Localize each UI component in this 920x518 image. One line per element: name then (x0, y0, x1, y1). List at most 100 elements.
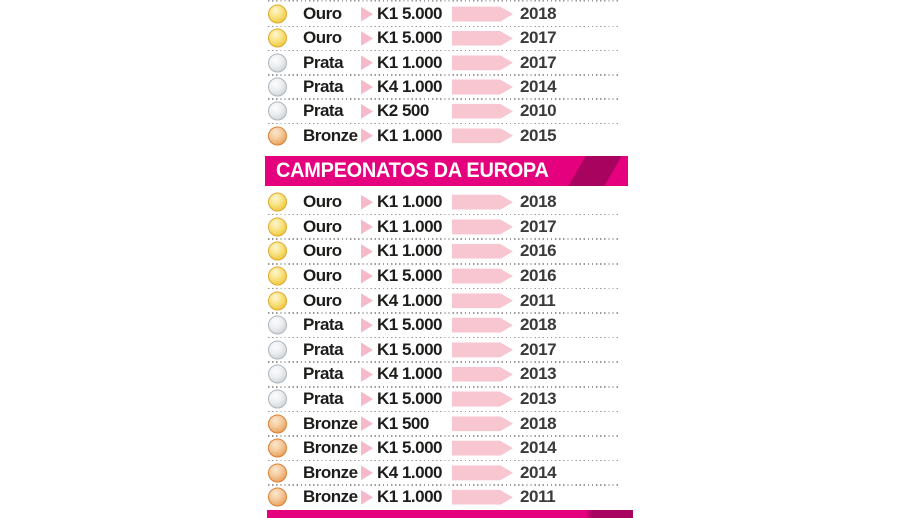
bronze-medal-icon (268, 463, 287, 483)
arrow-bar-icon (452, 317, 513, 333)
medal-row: Ouro K1 5.000 2016 (265, 264, 633, 289)
medal-label: Ouro (303, 4, 342, 24)
gold-medal-icon (268, 28, 287, 48)
arrow-bar-icon (452, 6, 513, 22)
event-category-label: K4 1.000 (377, 290, 443, 310)
year-label: 2017 (520, 339, 557, 359)
medal-label: Bronze (303, 438, 358, 458)
year-label: 2013 (520, 389, 557, 409)
year-label: 2018 (520, 315, 557, 335)
year-label: 2011 (520, 290, 556, 310)
event-category-label: K1 1.000 (377, 52, 443, 72)
section-title: CAMPEONATOS DA EUROPA (276, 159, 549, 182)
medal-row: Ouro K1 1.000 2016 (265, 239, 633, 265)
chevron-right-icon (361, 31, 373, 46)
medal-table-world-partial: Ouro K1 5.000 2018 Ouro K1 5.000 2017 Pr… (265, 2, 633, 148)
silver-medal-icon (268, 340, 287, 360)
chevron-right-icon (361, 103, 373, 119)
silver-medal-icon (268, 101, 287, 121)
arrow-bar-icon (452, 342, 513, 358)
silver-medal-icon (268, 364, 287, 384)
gold-medal-icon (268, 241, 287, 261)
gold-medal-icon (268, 192, 287, 212)
chevron-right-icon (361, 219, 373, 235)
medal-row: Prata K1 5.000 2018 (265, 313, 633, 338)
year-label: 2010 (520, 101, 557, 121)
medal-label: Bronze (303, 125, 358, 145)
medal-table-europa: Ouro K1 1.000 2018 Ouro K1 1.000 2017 Ou… (265, 190, 633, 510)
medal-label: Ouro (303, 216, 342, 236)
arrow-bar-icon (452, 293, 513, 309)
medal-infographic: Ouro K1 5.000 2018 Ouro K1 5.000 2017 Pr… (265, 0, 633, 518)
medal-row: Ouro K1 1.000 2017 (265, 215, 633, 240)
dotted-separator-top (268, 0, 618, 2)
next-section-banner-partial (267, 510, 633, 518)
year-label: 2011 (520, 487, 556, 507)
medal-row: Bronze K1 500 2018 (265, 411, 633, 437)
chevron-right-icon (361, 244, 373, 259)
year-label: 2018 (520, 192, 557, 212)
medal-row: Ouro K4 1.000 2011 (265, 288, 633, 314)
event-category-label: K1 1.000 (377, 216, 443, 236)
chevron-right-icon (361, 293, 373, 309)
medal-label: Bronze (303, 462, 358, 482)
arrow-bar-icon (452, 416, 513, 432)
chevron-right-icon (361, 128, 373, 143)
chevron-right-icon (361, 55, 373, 71)
medal-row: Ouro K1 1.000 2018 (265, 190, 633, 215)
medal-label: Prata (303, 364, 344, 384)
silver-medal-icon (268, 389, 287, 409)
year-label: 2013 (520, 364, 557, 384)
chevron-right-icon (361, 465, 373, 481)
chevron-right-icon (361, 317, 373, 333)
arrow-bar-icon (452, 55, 513, 71)
medal-row: Ouro K1 5.000 2017 (265, 26, 633, 52)
bronze-medal-icon (268, 126, 287, 146)
event-category-label: K1 5.000 (377, 438, 443, 458)
arrow-bar-icon (452, 243, 513, 259)
medal-row: Bronze K1 1.000 2015 (265, 123, 633, 147)
silver-medal-icon (268, 53, 287, 73)
event-category-label: K1 5.000 (377, 28, 443, 48)
chevron-right-icon (361, 490, 373, 505)
medal-row: Ouro K1 5.000 2018 (265, 2, 633, 28)
year-label: 2016 (520, 241, 557, 261)
medal-label: Ouro (303, 28, 342, 48)
medal-row: Prata K1 5.000 2017 (265, 338, 633, 363)
gold-medal-icon (268, 4, 287, 24)
event-category-label: K1 5.000 (377, 339, 443, 359)
year-label: 2018 (520, 4, 557, 24)
arrow-bar-icon (452, 489, 513, 505)
chevron-right-icon (361, 6, 373, 22)
medal-row: Bronze K4 1.000 2014 (265, 461, 633, 486)
chevron-right-icon (361, 416, 373, 432)
gold-medal-icon (268, 217, 287, 237)
banner-fold-decoration (567, 156, 623, 186)
year-label: 2016 (520, 266, 557, 286)
arrow-bar-icon (452, 391, 513, 407)
chevron-right-icon (361, 194, 373, 210)
event-category-label: K4 1.000 (377, 364, 443, 384)
event-category-label: K1 1.000 (377, 487, 443, 507)
arrow-bar-icon (452, 366, 513, 382)
event-category-label: K4 1.000 (377, 77, 443, 97)
silver-medal-icon (268, 315, 287, 335)
year-label: 2017 (520, 216, 557, 236)
arrow-bar-icon (452, 103, 513, 119)
event-category-label: K1 5.000 (377, 315, 443, 335)
event-category-label: K1 5.000 (377, 389, 443, 409)
medal-row: Prata K2 500 2010 (265, 99, 633, 125)
bronze-medal-icon (268, 438, 287, 458)
medal-row: Prata K1 5.000 2013 (265, 387, 633, 412)
silver-medal-icon (268, 77, 287, 97)
medal-label: Prata (303, 77, 344, 97)
medal-row: Prata K4 1.000 2013 (265, 362, 633, 388)
section-banner-campeonatos-da-europa: CAMPEONATOS DA EUROPA (265, 156, 628, 186)
bronze-medal-icon (268, 414, 287, 434)
year-label: 2014 (520, 462, 557, 482)
medal-label: Prata (303, 101, 344, 121)
medal-label: Bronze (303, 487, 358, 507)
year-label: 2017 (520, 28, 557, 48)
medal-row: Bronze K1 5.000 2014 (265, 436, 633, 461)
bronze-medal-icon (268, 487, 287, 507)
